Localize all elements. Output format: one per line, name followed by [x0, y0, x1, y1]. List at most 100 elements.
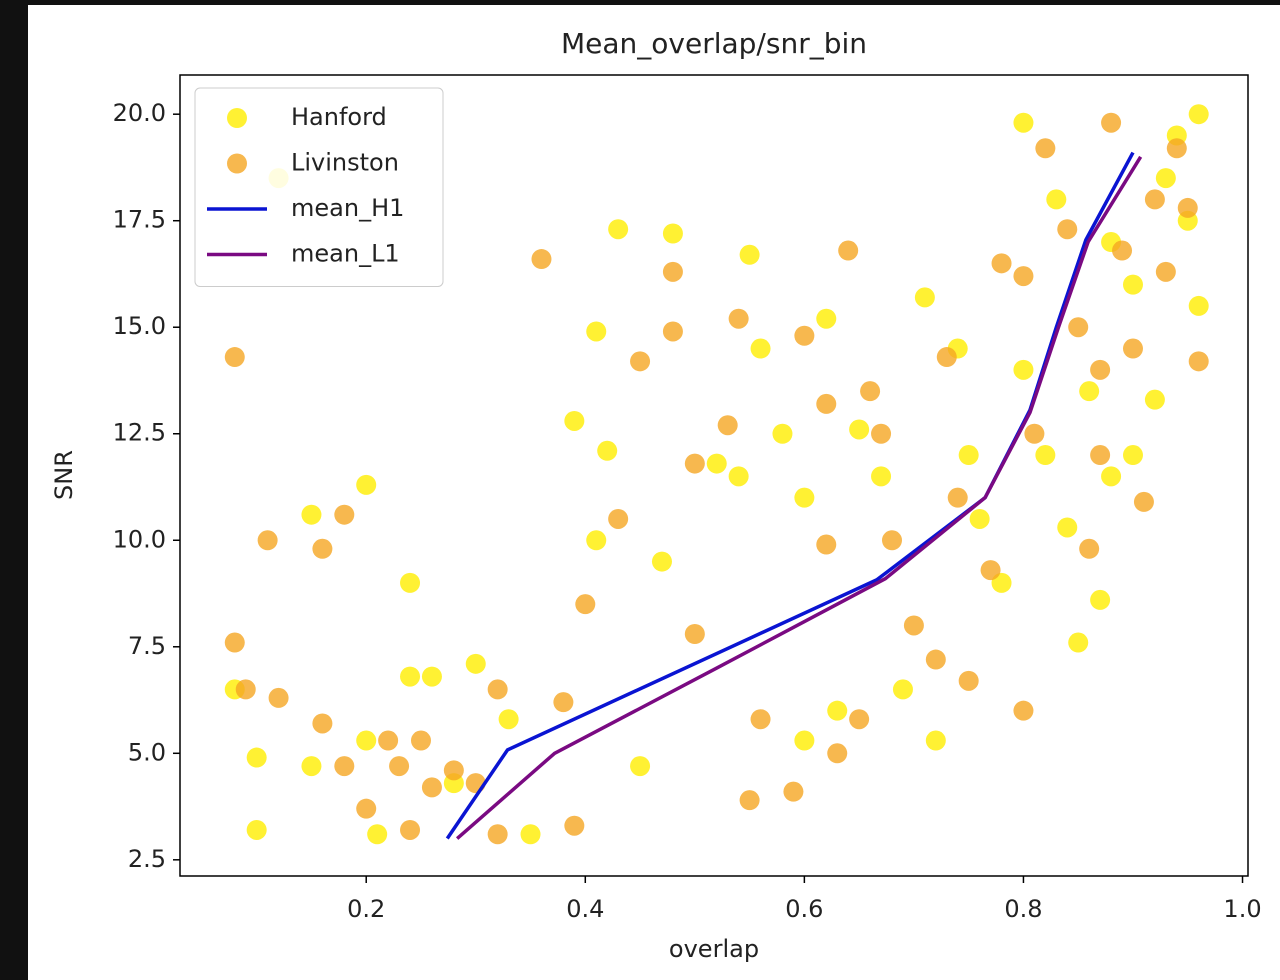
scatter-point: [871, 423, 892, 444]
scatter-point: [268, 687, 289, 708]
scatter-point: [367, 824, 388, 845]
scatter-point: [882, 530, 902, 551]
scatter-point: [246, 747, 267, 768]
scatter-point: [739, 244, 760, 265]
scatter-point: [1144, 389, 1165, 410]
scatter-point: [980, 560, 1001, 581]
scatter-point: [421, 777, 442, 798]
scatter-point: [356, 474, 377, 495]
scatter-point: [1144, 189, 1165, 210]
scatter-point: [531, 249, 552, 270]
scatter-point: [1057, 517, 1078, 538]
scatter-point: [717, 415, 738, 436]
scatter-point: [630, 756, 651, 777]
legend-marker: [227, 108, 247, 128]
scatter-point: [1013, 112, 1034, 133]
mean-line: [455, 155, 1143, 840]
scatter-point: [816, 308, 837, 329]
legend-label: mean_L1: [291, 240, 400, 268]
scatter-point: [684, 453, 705, 474]
plot-frame: [179, 74, 1249, 877]
scatter-point: [706, 453, 727, 474]
scatter-point: [783, 781, 804, 802]
scatter-point: [1024, 423, 1045, 444]
scatter-point: [1079, 538, 1100, 559]
scatter-point: [301, 756, 322, 777]
scatter-point: [816, 534, 837, 555]
scatter-point: [1046, 189, 1067, 210]
scatter-point: [586, 530, 607, 551]
scatter-point: [356, 730, 377, 751]
scatter-point: [378, 730, 399, 751]
legend-label: Hanford: [291, 103, 387, 131]
scatter-point: [794, 325, 815, 346]
scatter-point: [925, 649, 946, 670]
scatter-point: [608, 508, 629, 529]
legend-label: mean_H1: [291, 194, 404, 222]
y-tick-label: 7.5: [128, 632, 166, 660]
scatter-point: [564, 410, 585, 431]
scatter-point: [1035, 445, 1056, 466]
scatter-point: [1013, 700, 1034, 721]
y-tick-label: 12.5: [113, 419, 166, 447]
scatter-point: [608, 219, 629, 240]
scatter-point: [389, 756, 410, 777]
scatter-point: [903, 615, 924, 636]
scatter-point: [520, 824, 541, 845]
scatter-point: [1155, 168, 1176, 189]
scatter-point: [969, 508, 990, 529]
x-tick-label: 1.0: [1223, 895, 1261, 923]
scatter-point: [235, 679, 256, 700]
scatter-point: [925, 730, 946, 751]
scatter-point: [1013, 359, 1034, 380]
scatter-point: [246, 819, 267, 840]
scatter-point: [465, 653, 486, 674]
scatter-point: [816, 393, 837, 414]
scatter-point: [750, 709, 771, 730]
scatter-point: [1035, 138, 1056, 159]
scatter-point: [1188, 104, 1209, 125]
scatter-point: [1122, 338, 1143, 359]
scatter-point: [651, 551, 672, 572]
y-tick-label: 2.5: [128, 845, 166, 873]
scatter-point: [1090, 359, 1111, 380]
y-tick-label: 10.0: [113, 525, 166, 553]
scatter-point: [1079, 381, 1100, 402]
scatter-point: [564, 815, 585, 836]
x-tick-label: 0.4: [566, 895, 604, 923]
y-tick-label: 17.5: [113, 206, 166, 234]
scatter-point: [575, 594, 596, 615]
x-tick-label: 0.6: [785, 895, 823, 923]
scatter-point: [1101, 466, 1122, 487]
scatter-point: [1133, 491, 1154, 512]
scatter-point: [487, 824, 508, 845]
chart-title: Mean_overlap/snr_bin: [561, 27, 867, 60]
scatter-point: [400, 666, 421, 687]
scatter-point: [662, 261, 683, 282]
scatter-point: [1166, 138, 1187, 159]
scatter-point: [1155, 261, 1176, 282]
scatter-point: [553, 692, 574, 713]
scatter-point: [958, 670, 979, 691]
scatter-point: [684, 623, 705, 644]
y-tick-label: 15.0: [113, 312, 166, 340]
scatter-point: [827, 700, 848, 721]
scatter-point: [487, 679, 508, 700]
scatter-point: [892, 679, 913, 700]
scatter-point: [838, 240, 859, 261]
scatter-point: [1122, 274, 1143, 295]
scatter-point: [871, 466, 892, 487]
scatter-point: [400, 819, 421, 840]
scatter-point: [224, 347, 245, 368]
scatter-point: [772, 423, 793, 444]
scatter-point: [728, 466, 749, 487]
scatter-point: [312, 538, 333, 559]
scatter-point: [465, 773, 486, 794]
scatter-point: [257, 530, 278, 551]
scatter-point: [958, 445, 979, 466]
scatter-point: [947, 487, 968, 508]
scatter-point: [1188, 295, 1209, 316]
scatter-point: [301, 504, 322, 525]
scatter-point: [1188, 351, 1209, 372]
